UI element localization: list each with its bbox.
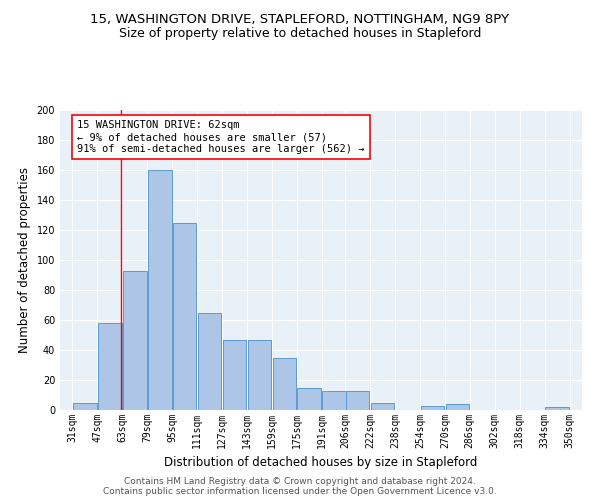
Bar [248,340,271,410]
Bar [545,407,569,410]
Text: 15 WASHINGTON DRIVE: 62sqm
← 9% of detached houses are smaller (57)
91% of semi-: 15 WASHINGTON DRIVE: 62sqm ← 9% of detac… [77,120,365,154]
Text: 15, WASHINGTON DRIVE, STAPLEFORD, NOTTINGHAM, NG9 8PY: 15, WASHINGTON DRIVE, STAPLEFORD, NOTTIN… [91,12,509,26]
Bar [173,222,196,410]
X-axis label: Distribution of detached houses by size in Stapleford: Distribution of detached houses by size … [164,456,478,469]
Bar [98,323,122,410]
Bar [322,390,346,410]
Text: Contains public sector information licensed under the Open Government Licence v3: Contains public sector information licen… [103,487,497,496]
Bar [123,270,146,410]
Y-axis label: Number of detached properties: Number of detached properties [18,167,31,353]
Bar [446,404,469,410]
Bar [223,340,247,410]
Bar [198,312,221,410]
Bar [298,388,321,410]
Bar [272,358,296,410]
Text: Size of property relative to detached houses in Stapleford: Size of property relative to detached ho… [119,28,481,40]
Bar [346,390,370,410]
Bar [371,402,394,410]
Bar [148,170,172,410]
Bar [421,406,444,410]
Text: Contains HM Land Registry data © Crown copyright and database right 2024.: Contains HM Land Registry data © Crown c… [124,477,476,486]
Bar [73,402,97,410]
